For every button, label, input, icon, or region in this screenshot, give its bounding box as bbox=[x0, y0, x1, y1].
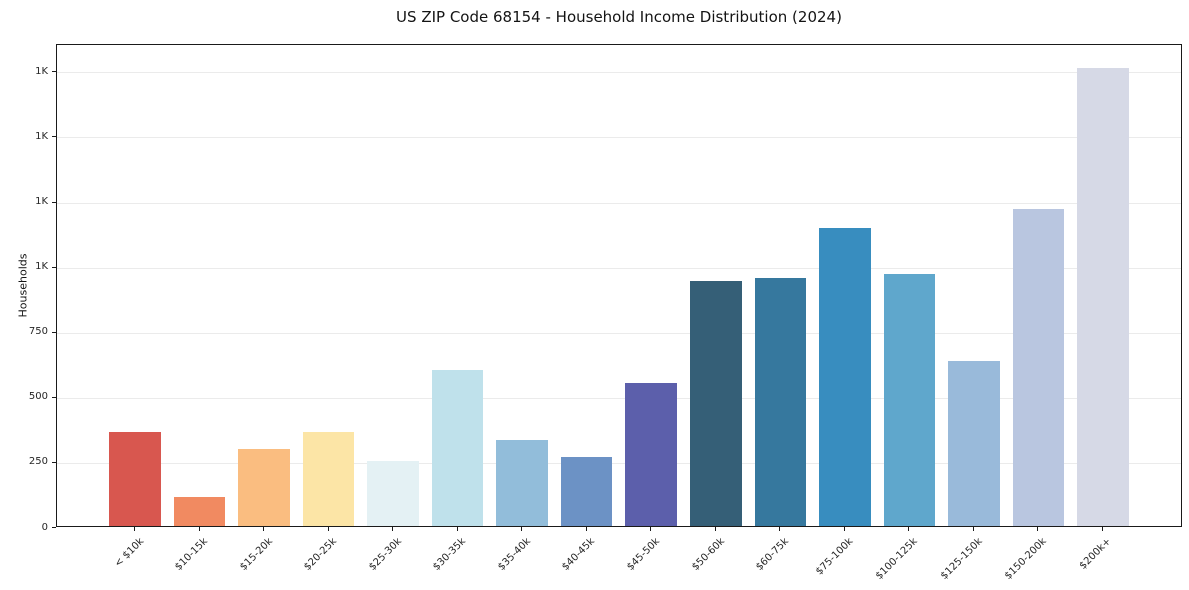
y-tick-label: 1K bbox=[35, 130, 48, 142]
x-tick-label: $60-75k bbox=[754, 536, 792, 573]
bar bbox=[948, 360, 1000, 526]
bar bbox=[883, 273, 936, 526]
x-tick-mark bbox=[650, 527, 652, 531]
x-tick-label: $30-35k bbox=[431, 536, 469, 573]
y-tick-mark bbox=[52, 136, 56, 138]
x-tick-mark bbox=[779, 527, 781, 531]
bar bbox=[109, 431, 161, 526]
x-tick-mark bbox=[972, 527, 974, 531]
x-tick-label: $35-40k bbox=[496, 536, 533, 573]
y-tick-mark bbox=[52, 331, 56, 333]
x-tick-label: < $10k bbox=[112, 536, 146, 570]
x-tick-label: $45-50k bbox=[625, 536, 662, 573]
x-tick-label: $15-20k bbox=[237, 536, 275, 573]
bar bbox=[496, 440, 548, 526]
x-tick-mark bbox=[198, 527, 200, 531]
bar bbox=[1012, 208, 1065, 526]
x-tick-label: $100-125k bbox=[874, 536, 921, 582]
gridline bbox=[57, 332, 1181, 334]
x-tick-mark bbox=[843, 527, 845, 531]
plot-area bbox=[56, 44, 1182, 527]
gridline bbox=[57, 397, 1181, 399]
x-tick-label: $150-200k bbox=[1003, 536, 1050, 582]
x-tick-mark bbox=[1102, 527, 1103, 531]
bar bbox=[173, 497, 226, 526]
y-tick-label: 750 bbox=[28, 326, 48, 338]
x-tick-mark bbox=[521, 527, 523, 531]
bar bbox=[819, 228, 871, 526]
bar bbox=[431, 369, 484, 526]
x-tick-mark bbox=[585, 527, 587, 531]
bar bbox=[560, 456, 613, 526]
x-tick-mark bbox=[456, 527, 458, 531]
y-tick-mark bbox=[52, 71, 56, 73]
x-tick-label: $200k+ bbox=[1077, 536, 1114, 572]
bar bbox=[367, 460, 419, 526]
y-tick-mark bbox=[52, 266, 56, 268]
y-tick-label: 250 bbox=[28, 456, 48, 468]
gridline bbox=[57, 72, 1181, 74]
y-tick-mark bbox=[52, 201, 56, 203]
y-tick-mark bbox=[52, 461, 56, 463]
x-tick-mark bbox=[1037, 527, 1039, 531]
y-tick-label: 1K bbox=[35, 261, 48, 273]
gridline bbox=[57, 137, 1181, 139]
x-tick-label: $20-25k bbox=[302, 536, 340, 573]
gridline bbox=[57, 462, 1181, 464]
y-tick-label: 1K bbox=[35, 196, 48, 207]
x-tick-mark bbox=[714, 527, 716, 531]
chart-title: US ZIP Code 68154 - Household Income Dis… bbox=[396, 8, 842, 26]
y-axis-label: Households bbox=[16, 253, 30, 318]
x-tick-label: $50-60k bbox=[689, 536, 727, 573]
x-tick-mark bbox=[908, 527, 910, 531]
y-tick-mark bbox=[52, 396, 56, 398]
bar bbox=[625, 382, 677, 526]
x-tick-label: $75-100k bbox=[814, 536, 856, 578]
bar bbox=[1077, 67, 1129, 526]
x-tick-mark bbox=[392, 527, 394, 531]
x-tick-mark bbox=[134, 527, 135, 531]
x-tick-label: $125-150k bbox=[938, 536, 985, 582]
x-tick-mark bbox=[327, 527, 329, 531]
gridline bbox=[57, 267, 1181, 269]
bar bbox=[238, 449, 290, 526]
y-tick-label: 500 bbox=[28, 391, 48, 403]
bar bbox=[754, 278, 807, 526]
x-tick-label: $10-15k bbox=[173, 536, 211, 573]
y-tick-mark bbox=[52, 527, 56, 528]
bar bbox=[690, 281, 742, 526]
gridline bbox=[57, 202, 1181, 204]
x-tick-label: $40-45k bbox=[560, 536, 598, 573]
bar bbox=[302, 431, 355, 526]
x-tick-label: $25-30k bbox=[366, 536, 404, 573]
y-tick-label: 1K bbox=[35, 65, 48, 77]
x-tick-mark bbox=[263, 527, 265, 531]
y-tick-label: 0 bbox=[41, 521, 48, 533]
